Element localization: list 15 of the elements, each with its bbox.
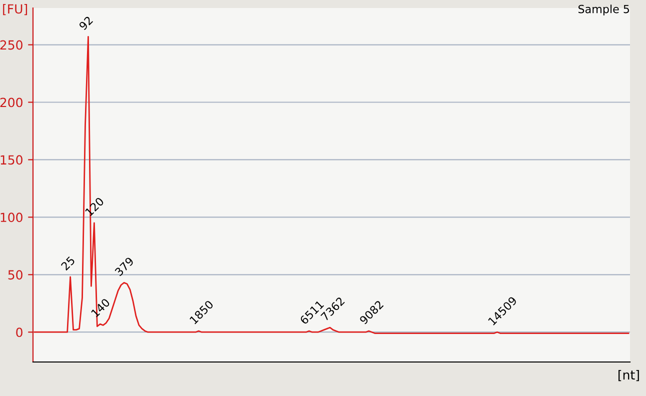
y-tick-label: 250 [0,40,22,50]
line-series [34,36,630,334]
chart-title: Sample 5 [578,4,630,16]
annotation: 140 [90,298,110,318]
annotation: 92 [78,16,94,31]
annotation: 379 [114,256,134,276]
y-tick-label: 0 [16,328,22,338]
x-axis-title: [nt] [618,370,639,382]
annotation: 120 [84,196,104,216]
y-tick-label: 100 [0,212,22,222]
y-tick-label: 200 [0,98,22,108]
annotation: 25 [60,256,76,271]
y-tick-label: 50 [8,270,22,280]
y-axis-title: [FU] [3,4,28,16]
y-tick-label: 150 [0,155,22,165]
